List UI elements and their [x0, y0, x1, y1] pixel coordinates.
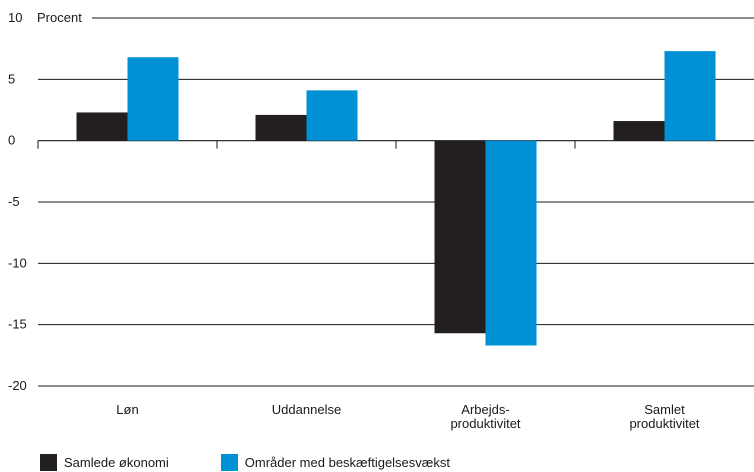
bar-series1-cat2	[485, 140, 537, 346]
bar-series0-cat1	[255, 114, 307, 141]
bar-series1-cat3	[664, 51, 716, 141]
x-tick-label-3-1: produktivitet	[629, 416, 699, 431]
x-tick-label-3-0: Samlet	[644, 402, 685, 417]
x-tick-label-2-1: produktivitet	[450, 416, 520, 431]
x-tick-label-0-0: Løn	[116, 402, 138, 417]
y-axis-label: Procent	[37, 10, 82, 25]
y-tick-label-10: 10	[8, 10, 22, 25]
legend-swatch-omrader	[220, 454, 238, 471]
legend-swatch-samlede-okonomi	[40, 454, 57, 471]
bar-series1-cat0	[127, 57, 179, 141]
legend-item-samlede-okonomi: Samlede økonomi	[40, 454, 169, 471]
x-tick-label-1-0: Uddannelse	[272, 402, 341, 417]
bar-series0-cat0	[76, 112, 128, 141]
x-tick-label-2-0: Arbejds-	[461, 402, 509, 417]
legend-label-samlede-okonomi: Samlede økonomi	[64, 455, 169, 470]
y-tick-label--5: -5	[8, 194, 20, 209]
legend: Samlede økonomi Områder med beskæftigels…	[40, 454, 502, 471]
y-tick-label--15: -15	[8, 317, 27, 332]
y-tick-label-0: 0	[8, 133, 15, 148]
bar-series1-cat1	[306, 90, 358, 141]
bar-series0-cat3	[613, 121, 665, 141]
legend-label-omrader: Områder med beskæftigelsesvækst	[244, 455, 450, 470]
legend-item-omrader-med-beskaeftigelsesvaekst: Områder med beskæftigelsesvækst	[220, 454, 450, 471]
y-tick-label--20: -20	[8, 378, 27, 393]
y-tick-label--10: -10	[8, 255, 27, 270]
y-tick-label-5: 5	[8, 71, 15, 86]
bar-series0-cat2	[434, 140, 486, 334]
